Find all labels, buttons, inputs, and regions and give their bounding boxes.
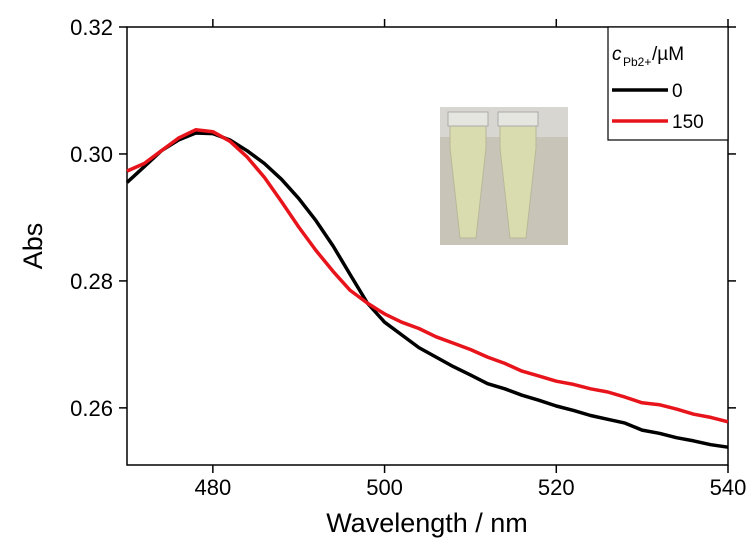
legend-title-symbol: c bbox=[612, 44, 622, 65]
y-tick-label: 0.32 bbox=[70, 15, 113, 40]
inset-photo bbox=[440, 107, 568, 245]
x-tick-label: 480 bbox=[194, 475, 231, 500]
x-tick-label: 540 bbox=[710, 475, 747, 500]
plot-frame bbox=[126, 26, 729, 466]
y-tick-label: 0.28 bbox=[70, 269, 113, 294]
y-tick-label: 0.30 bbox=[70, 142, 113, 167]
y-tick-label: 0.26 bbox=[70, 396, 113, 421]
x-tick-label: 500 bbox=[366, 475, 403, 500]
legend-label: 0 bbox=[672, 81, 683, 102]
data-line bbox=[126, 128, 729, 424]
legend: c Pb2+ /µM 0 150 bbox=[607, 26, 729, 141]
x-tick-label: 520 bbox=[538, 475, 575, 500]
legend-label: 150 bbox=[672, 112, 704, 133]
legend-title-subscript: Pb2+ bbox=[623, 55, 651, 69]
legend-title-unit: /µM bbox=[652, 44, 684, 65]
x-axis-title: Wavelength / nm bbox=[326, 508, 528, 538]
y-axis-title: Abs bbox=[18, 223, 48, 270]
